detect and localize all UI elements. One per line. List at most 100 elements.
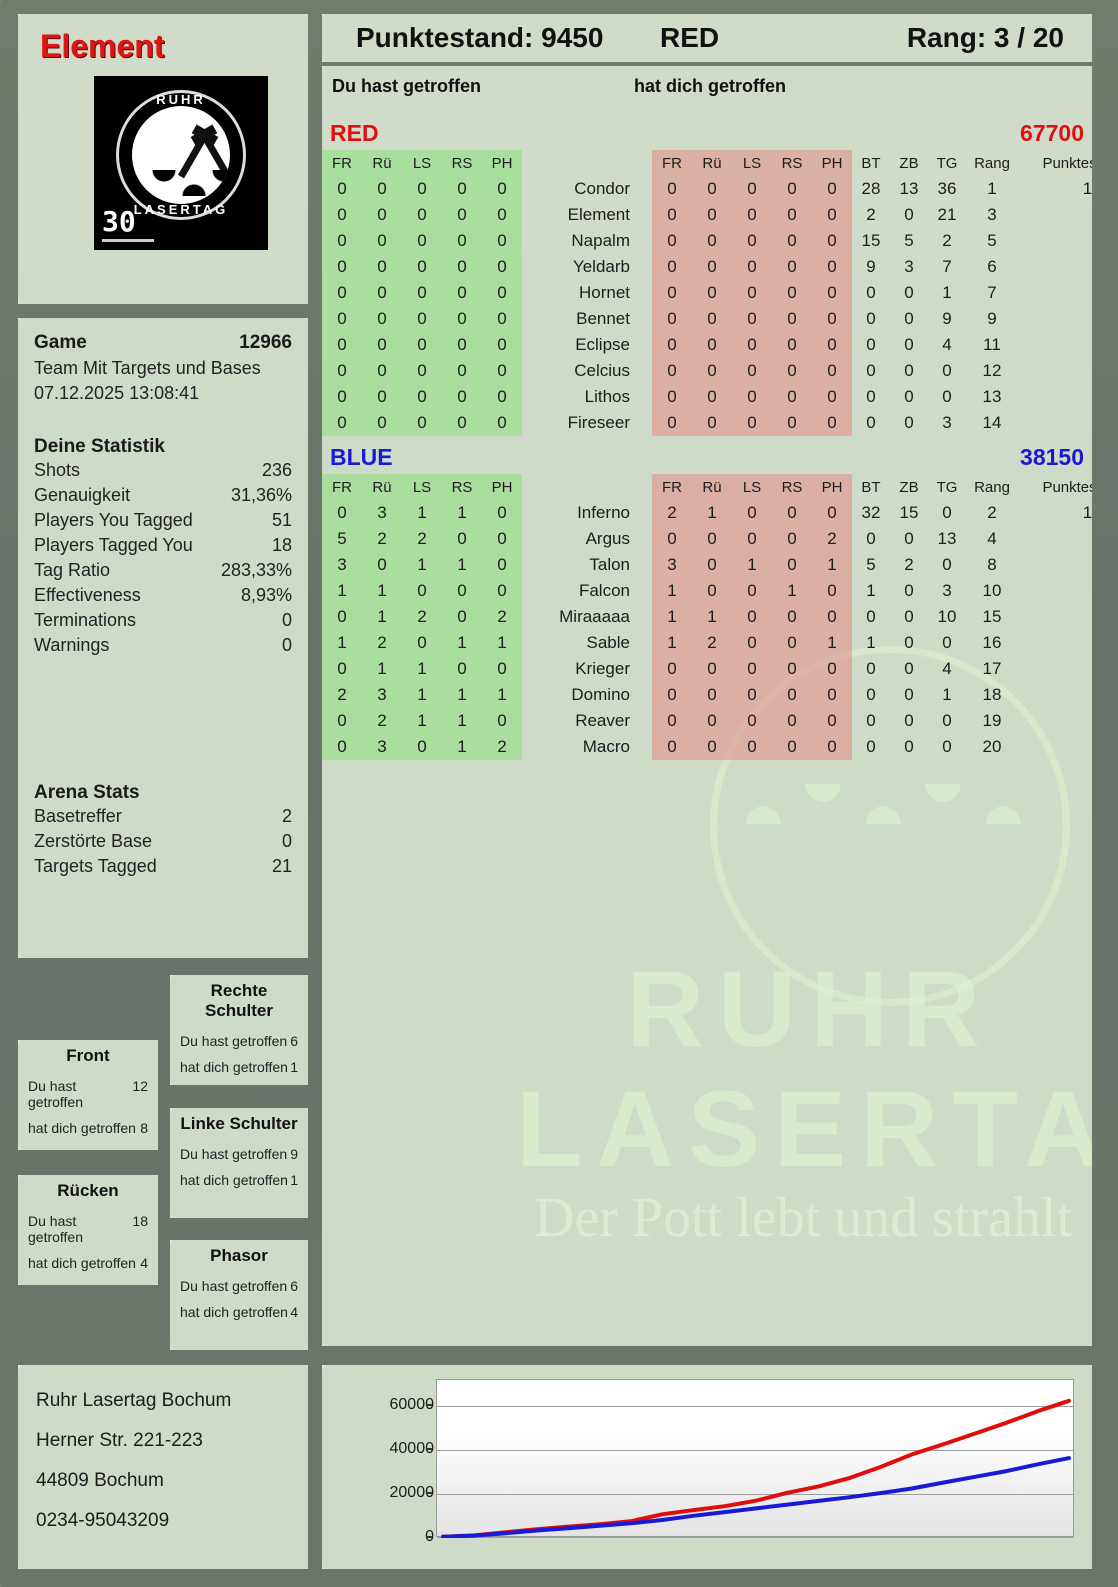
header-them-LS: LS [732,474,772,500]
hitbox-you-label: Du hast getroffen [28,1078,84,1110]
table-row: 00000Lithos00000000133800 [322,384,1092,410]
cell-them: 0 [812,358,852,384]
cell-you: 1 [402,500,442,526]
cell-them: 0 [732,708,772,734]
cell-you: 1 [402,552,442,578]
table-row: 52200Argus00002001347700 [322,526,1092,552]
cell-them: 1 [772,578,812,604]
cell-them: 0 [812,254,852,280]
cell-them: 0 [732,500,772,526]
header-them-FR: FR [652,474,692,500]
cell-you: 3 [322,552,362,578]
cell-bt: 0 [866,711,876,730]
cell-them: 0 [652,410,692,436]
cell-zb: 0 [904,205,914,224]
hitbox-phasor: Phasor Du hast getroffen 6 hat dich getroff… [170,1240,308,1350]
cell-you: 0 [322,202,362,228]
table-row: 00000Element00000202139450 [322,202,1092,228]
logo-top-text: RUHR [156,92,206,107]
cell-you: 2 [362,526,402,552]
team-label: RED [660,22,720,53]
cell-you: 0 [402,410,442,436]
cell-zb: 0 [904,309,914,328]
cell-points: 9450 [1018,202,1092,228]
cell-bt: 0 [866,335,876,354]
cell-them: 0 [652,280,692,306]
cell-them: 2 [692,630,732,656]
cell-them: 0 [772,708,812,734]
cell-them: 0 [812,708,852,734]
cell-tg: 36 [937,179,957,198]
cell-them: 0 [732,656,772,682]
hitbox-them-value: 8 [140,1120,148,1136]
game-datetime: 07.12.2025 13:08:41 [34,383,200,403]
cell-them: 0 [772,228,812,254]
cell-player-name: Argus [585,529,630,548]
header-you-PH: PH [482,150,522,176]
cell-points: 3450 [1018,604,1092,630]
chart-y-tick-mark [426,1536,432,1538]
cell-them: 0 [772,176,812,202]
cell-them: 0 [692,176,732,202]
hitbox-them-row: hat dich getroffen 8 [28,1115,148,1141]
cell-bt: 0 [866,685,876,704]
cell-them: 0 [812,384,852,410]
cell-you: 0 [442,526,482,552]
cell-bt: 5 [866,555,876,574]
cell-bt: 0 [866,283,876,302]
hitbox-them-row: hat dich getroffen 1 [180,1167,298,1193]
cell-you: 0 [442,254,482,280]
header-them-FR: FR [652,150,692,176]
cell-tg: 21 [937,205,957,224]
cell-them: 0 [652,358,692,384]
cell-bt: 1 [866,633,876,652]
cell-tg: 1 [942,283,952,302]
cell-rang: 1 [987,179,997,198]
hitbox-you-row: Du hast getroffen 12 [28,1073,148,1115]
cell-them: 0 [772,682,812,708]
cell-them: 0 [692,358,732,384]
chart-series-blue [441,1456,1071,1538]
cell-bt: 0 [866,361,876,380]
header-you-LS: LS [402,150,442,176]
stat-value: 236 [261,460,292,480]
cell-them: 0 [652,656,692,682]
player-panel: Element RUHR LASERTAG 30 [18,14,308,304]
cell-points: 4000 [1018,358,1092,384]
logo-bottom-text: LASERTAG [133,202,229,217]
cell-rang: 9 [987,309,997,328]
table-row: 00000Celcius00000000124000 [322,358,1092,384]
cell-you: 3 [362,682,402,708]
chart-y-tick-label: 20000 [389,1484,435,1502]
cell-rang: 19 [982,711,1002,730]
header-you-PH: PH [482,474,522,500]
team-total: 67700 [1020,120,1084,146]
hitbox-them-row: hat dich getroffen 4 [28,1250,148,1276]
hitbox-title: Linke Schulter [180,1114,298,1133]
cell-them: 0 [812,306,852,332]
stat-label: Genauigkeit [34,485,131,505]
cell-tg: 0 [942,361,952,380]
cell-you: 0 [402,254,442,280]
stat-value: 0 [281,610,292,630]
cell-them: 2 [812,526,852,552]
table-row: 01202Miraaaaa110000010153450 [322,604,1092,630]
cell-zb: 15 [899,503,919,522]
cell-them: 0 [652,176,692,202]
cell-zb: 0 [904,633,914,652]
cell-you: 2 [402,604,442,630]
cell-player-name: Fireseer [567,413,630,432]
hitbox-you-value: 9 [290,1146,298,1162]
hitbox-front: Front Du hast getroffen 12 hat dich getroff… [18,1040,158,1150]
cell-you: 1 [442,734,482,760]
cell-rang: 2 [987,503,997,522]
table-row: 30110Talon3010152085000 [322,552,1092,578]
cell-them: 0 [732,306,772,332]
hitbox-ruecken: Rücken Du hast getroffen 18 hat dich getrof… [18,1175,158,1285]
cell-you: 0 [482,254,522,280]
team-name: BLUE [330,444,393,470]
cell-them: 0 [692,656,732,682]
cell-tg: 4 [942,659,952,678]
cell-tg: 0 [942,633,952,652]
cell-player-name: Krieger [575,659,630,678]
